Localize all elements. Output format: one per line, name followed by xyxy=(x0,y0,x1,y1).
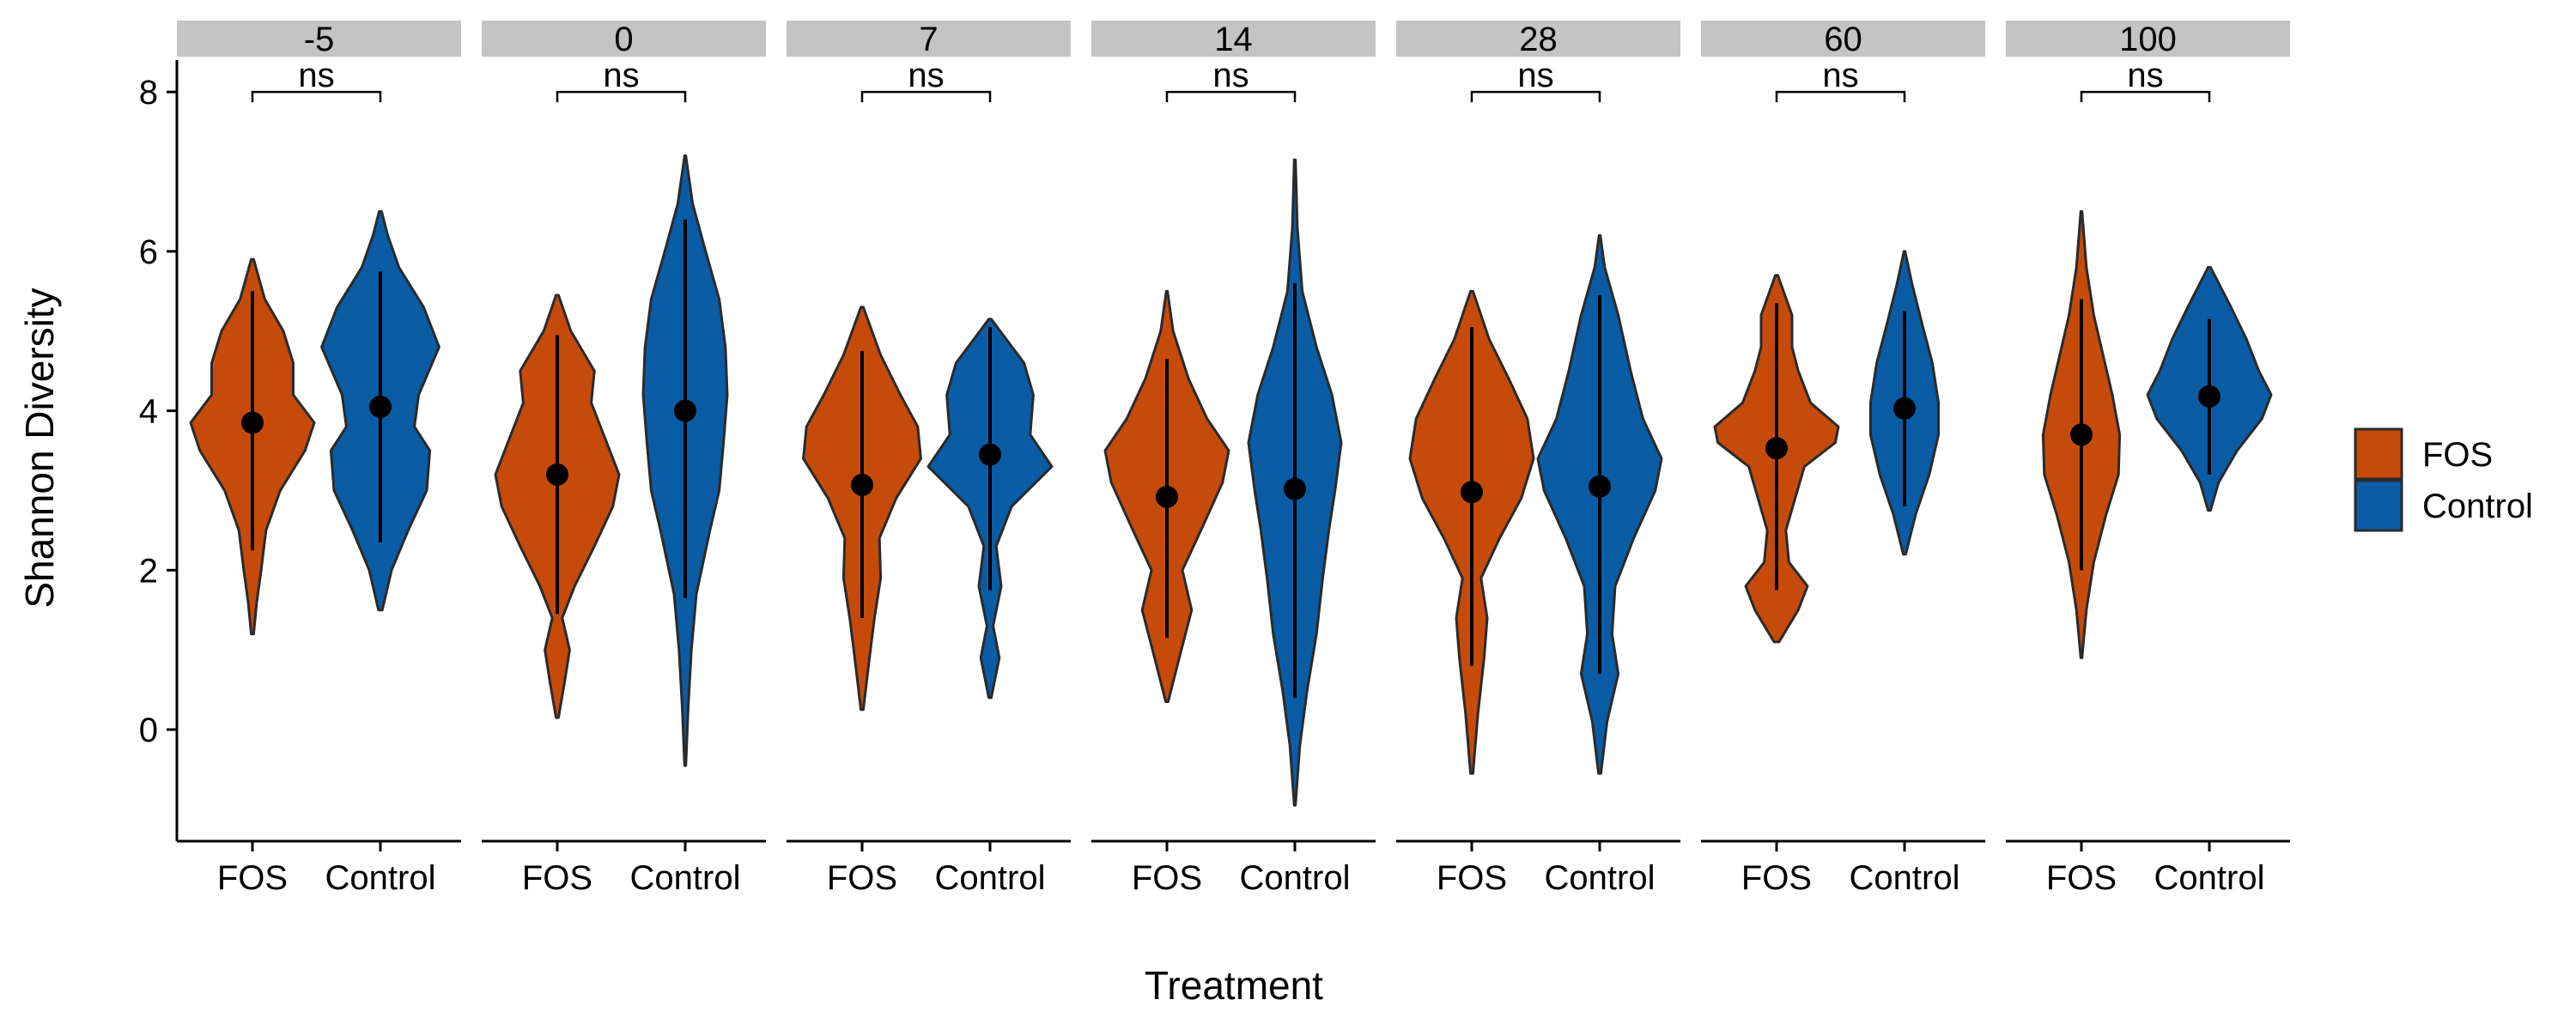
x-tick-label: FOS xyxy=(1132,859,1202,897)
significance-bracket xyxy=(1165,90,1297,103)
x-tick-label: FOS xyxy=(522,859,592,897)
x-axis-title: Treatment xyxy=(1145,963,1323,1008)
x-tick-label: FOS xyxy=(827,859,897,897)
facet-strip-label: -5 xyxy=(304,21,335,58)
significance-label: ns xyxy=(603,57,639,94)
significance-label: ns xyxy=(1517,57,1553,94)
x-tick-label: FOS xyxy=(1741,859,1812,897)
y-tick-label: 2 xyxy=(139,552,158,590)
x-tick-label: FOS xyxy=(2046,859,2117,897)
significance-label: ns xyxy=(1212,57,1249,94)
significance-bracket xyxy=(860,90,992,103)
legend-key-fos xyxy=(2354,427,2403,481)
facet-strip xyxy=(1701,21,1985,57)
x-tick-label: FOS xyxy=(217,859,288,897)
significance-bracket xyxy=(1775,90,1906,103)
facet-strip xyxy=(1396,21,1680,57)
legend-label: FOS xyxy=(2422,436,2493,474)
significance-bracket xyxy=(1470,90,1601,103)
legend-label: Control xyxy=(2422,488,2533,525)
mean-point xyxy=(546,463,568,486)
y-tick-label: 8 xyxy=(139,74,158,112)
significance-bracket xyxy=(251,90,382,103)
facet-strip-label: 60 xyxy=(1824,21,1862,58)
legend-key-control xyxy=(2354,479,2403,532)
mean-point xyxy=(1893,397,1916,420)
mean-point xyxy=(1461,481,1483,504)
y-tick-label: 4 xyxy=(139,393,158,431)
x-tick-label: Control xyxy=(935,859,1046,897)
y-axis-title: Shannon Diversity xyxy=(17,288,62,608)
x-tick-label: Control xyxy=(2154,859,2265,897)
mean-point xyxy=(2070,423,2093,446)
facet-strip xyxy=(2006,21,2290,57)
y-tick-label: 0 xyxy=(139,712,158,749)
x-tick-label: Control xyxy=(1545,859,1656,897)
y-tick-label: 6 xyxy=(139,233,158,271)
mean-point xyxy=(1765,437,1788,460)
facet-strip xyxy=(482,21,766,57)
facet-strip-label: 14 xyxy=(1214,21,1253,58)
facet-strip-label: 7 xyxy=(919,21,938,58)
mean-point xyxy=(1284,477,1306,500)
significance-label: ns xyxy=(1822,57,1858,94)
mean-point xyxy=(241,411,264,434)
mean-point xyxy=(674,399,696,422)
significance-label: ns xyxy=(2127,57,2163,94)
facet-strip-label: 28 xyxy=(1519,21,1558,58)
x-tick-label: Control xyxy=(1850,859,1960,897)
significance-label: ns xyxy=(908,57,944,94)
mean-point xyxy=(2198,385,2221,408)
significance-label: ns xyxy=(298,57,334,94)
mean-point xyxy=(851,473,873,496)
significance-bracket xyxy=(2080,90,2211,103)
mean-point xyxy=(1156,485,1178,508)
x-tick-label: FOS xyxy=(1437,859,1507,897)
mean-point xyxy=(979,443,1001,466)
mean-point xyxy=(369,395,392,418)
facet-strip-label: 0 xyxy=(614,21,633,58)
facet-strip xyxy=(787,21,1071,57)
facet-strip xyxy=(177,21,461,57)
x-tick-label: Control xyxy=(325,859,436,897)
mean-point xyxy=(1589,475,1611,498)
x-tick-label: Control xyxy=(1240,859,1351,897)
significance-bracket xyxy=(556,90,687,103)
facet-strip-label: 100 xyxy=(2119,21,2177,58)
x-tick-label: Control xyxy=(630,859,741,897)
facet-strip xyxy=(1091,21,1376,57)
